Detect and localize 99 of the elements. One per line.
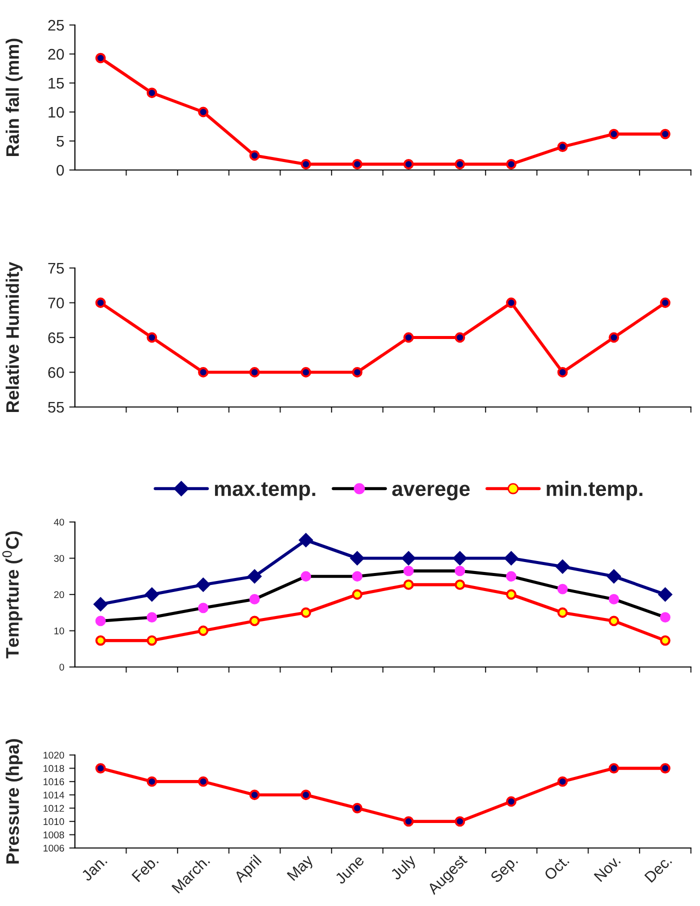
x-tick-label: Oct. <box>544 854 570 881</box>
point <box>95 298 106 308</box>
point <box>454 158 466 170</box>
legend-label: averege <box>392 484 470 500</box>
y-tick-label: 25 <box>48 20 64 31</box>
x-tick-label: Sep. <box>490 854 520 886</box>
x-tick-label: May <box>286 854 316 884</box>
y-tick-label: 1014 <box>44 792 64 798</box>
y-tick-label: 1006 <box>44 844 64 852</box>
y-tick-label: 1020 <box>44 752 64 759</box>
point <box>95 52 106 64</box>
point <box>454 816 466 827</box>
y-axis-title: Rain fall (mm) <box>6 38 23 156</box>
y-tick-label: 1008 <box>44 831 64 838</box>
point <box>248 569 262 584</box>
point <box>556 560 570 574</box>
x-tick-label: Dec. <box>644 854 672 883</box>
point <box>196 578 210 592</box>
point <box>557 607 568 618</box>
point <box>660 635 670 646</box>
point <box>454 580 466 590</box>
y-tick-label: 30 <box>54 554 64 562</box>
point <box>198 106 208 118</box>
y-axis-title: Temprture ($^{0}$C) <box>2 531 22 658</box>
y-tick-label: 1010 <box>44 818 64 826</box>
point <box>557 776 568 787</box>
point <box>146 88 158 98</box>
point <box>352 367 362 378</box>
point <box>95 763 106 774</box>
point <box>249 616 260 626</box>
point <box>403 332 414 343</box>
point <box>352 158 362 170</box>
point <box>557 367 568 378</box>
point <box>198 626 208 636</box>
point <box>300 367 312 378</box>
point <box>298 533 313 548</box>
y-tick-label: 40 <box>54 518 64 526</box>
x-tick-label: Nov. <box>594 854 621 882</box>
y-tick-label: 0 <box>56 164 64 176</box>
y-axis-title: Relative Humidity <box>6 262 23 412</box>
point <box>454 332 466 343</box>
point <box>403 580 414 590</box>
point <box>660 763 670 774</box>
point <box>557 142 568 152</box>
legend-label: min.temp. <box>546 480 642 500</box>
y-tick-label: 1012 <box>44 804 64 812</box>
y-tick-label: 20 <box>48 48 64 60</box>
point <box>249 367 260 378</box>
point <box>608 128 620 140</box>
point <box>198 776 208 787</box>
point <box>506 589 516 600</box>
point <box>403 816 414 827</box>
legend-label: max.temp. <box>214 482 316 500</box>
y-tick-label: 5 <box>56 136 64 147</box>
point <box>249 790 260 800</box>
point <box>452 551 467 566</box>
point <box>506 158 516 170</box>
y-tick-label: 65 <box>48 332 64 344</box>
point <box>95 635 106 646</box>
y-tick-label: 0 <box>59 664 64 671</box>
point <box>660 298 670 308</box>
y-tick-label: 10 <box>54 627 64 634</box>
point <box>350 551 364 566</box>
point <box>608 332 620 343</box>
point <box>144 588 159 602</box>
point <box>352 802 362 814</box>
y-axis-title: Pressure (hpa) <box>6 739 23 864</box>
point <box>402 551 416 566</box>
point <box>300 607 312 618</box>
y-tick-label: 1016 <box>44 778 64 786</box>
x-tick-label: July <box>390 854 419 883</box>
point <box>608 616 620 626</box>
y-tick-label: 1018 <box>44 765 64 772</box>
y-tick-label: 15 <box>48 78 64 89</box>
y-tick-label: 60 <box>48 367 64 378</box>
point <box>506 796 516 807</box>
y-tick-label: 10 <box>48 106 64 118</box>
point <box>146 635 158 646</box>
point <box>606 569 621 584</box>
x-tick-label: Feb. <box>131 854 159 882</box>
point <box>146 776 158 787</box>
point <box>506 298 516 308</box>
point <box>300 158 312 170</box>
point <box>94 597 108 612</box>
y-tick-label: 70 <box>48 298 64 308</box>
x-tick-label: Jan. <box>80 854 108 882</box>
point <box>352 589 362 600</box>
point <box>403 158 414 170</box>
point <box>249 150 260 161</box>
point <box>198 367 208 378</box>
point <box>504 551 518 566</box>
y-tick-label: 75 <box>48 263 64 274</box>
point <box>300 790 312 800</box>
point <box>608 763 620 774</box>
point <box>660 128 670 140</box>
point <box>658 588 672 602</box>
point <box>146 332 158 343</box>
y-tick-label: 20 <box>54 591 64 598</box>
y-tick-label: 55 <box>48 402 64 413</box>
